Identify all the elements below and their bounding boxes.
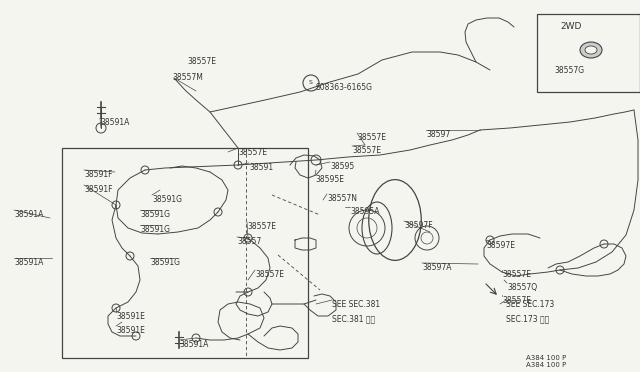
Text: 38591F: 38591F — [84, 185, 113, 194]
Text: SEE SEC.381: SEE SEC.381 — [332, 300, 380, 309]
Text: A384 100 P: A384 100 P — [526, 355, 566, 361]
Text: 38557E: 38557E — [352, 146, 381, 155]
Text: 38591G: 38591G — [150, 258, 180, 267]
Text: 38597F: 38597F — [404, 221, 433, 230]
Text: 38557E: 38557E — [502, 270, 531, 279]
Text: 38591A: 38591A — [14, 210, 44, 219]
Text: A384 100 P: A384 100 P — [526, 362, 566, 368]
Text: 38595: 38595 — [330, 162, 355, 171]
Text: SEC.173 参照: SEC.173 参照 — [506, 314, 549, 323]
Text: 38597: 38597 — [426, 130, 451, 139]
Text: 38595E: 38595E — [315, 175, 344, 184]
Text: 38557E: 38557E — [255, 270, 284, 279]
Text: 38557Q: 38557Q — [507, 283, 537, 292]
Text: 2WD: 2WD — [560, 22, 581, 31]
Bar — [537, 14, 640, 92]
Ellipse shape — [580, 42, 602, 58]
Text: 38591: 38591 — [249, 163, 273, 172]
Text: 38557E: 38557E — [238, 148, 267, 157]
Text: S: S — [309, 80, 313, 86]
Text: 38591A: 38591A — [100, 118, 129, 127]
Text: 38591A: 38591A — [179, 340, 209, 349]
Text: S08363-6165G: S08363-6165G — [316, 83, 373, 92]
Text: SEE SEC.173: SEE SEC.173 — [506, 300, 554, 309]
Text: 38591G: 38591G — [152, 195, 182, 204]
Text: 38557E: 38557E — [357, 133, 386, 142]
Text: 38557E: 38557E — [187, 57, 216, 66]
Text: 38557E: 38557E — [502, 296, 531, 305]
Text: 38557G: 38557G — [554, 66, 584, 75]
Text: 38557N: 38557N — [327, 194, 357, 203]
Text: 38557: 38557 — [237, 237, 261, 246]
Text: 38591G: 38591G — [140, 210, 170, 219]
Ellipse shape — [585, 46, 597, 54]
Text: 38595A: 38595A — [350, 207, 380, 216]
Text: 38591E: 38591E — [116, 312, 145, 321]
Text: 38597A: 38597A — [422, 263, 451, 272]
Text: SEC.381 参照: SEC.381 参照 — [332, 314, 375, 323]
Text: 38591A: 38591A — [14, 258, 44, 267]
Text: 38557E: 38557E — [247, 222, 276, 231]
Text: 38591F: 38591F — [84, 170, 113, 179]
Text: 38557M: 38557M — [172, 73, 203, 82]
Text: 38597E: 38597E — [486, 241, 515, 250]
Text: 38591E: 38591E — [116, 326, 145, 335]
Bar — [62, 148, 308, 358]
Text: 38591G: 38591G — [140, 225, 170, 234]
